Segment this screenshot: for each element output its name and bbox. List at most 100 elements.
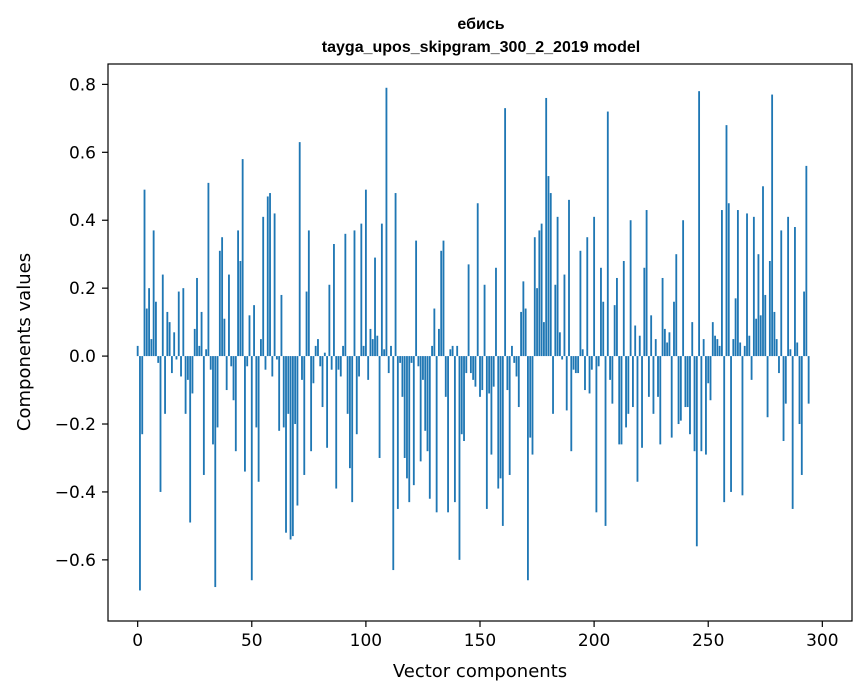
bar	[378, 356, 381, 458]
bar	[474, 356, 477, 387]
bar	[191, 356, 194, 394]
bar	[175, 356, 178, 360]
bar	[396, 356, 399, 509]
bar	[435, 356, 438, 513]
y-tick-label: 0.4	[69, 211, 96, 231]
bar	[266, 196, 269, 357]
bar	[636, 356, 639, 482]
bar	[540, 223, 543, 357]
bar	[463, 356, 465, 441]
bar	[339, 356, 342, 377]
bar	[629, 220, 632, 357]
bar	[746, 213, 748, 357]
bar	[150, 339, 153, 357]
bar	[787, 216, 790, 357]
bar	[426, 356, 429, 452]
bar	[554, 284, 557, 357]
bar	[545, 97, 548, 357]
bar	[684, 356, 687, 408]
bar	[214, 356, 217, 588]
bar	[282, 356, 285, 428]
bar	[275, 356, 278, 360]
bar	[492, 356, 495, 387]
bar	[314, 345, 317, 357]
bar	[490, 356, 493, 455]
bar	[597, 356, 600, 367]
bar	[732, 339, 735, 357]
bar	[360, 223, 363, 357]
bar	[307, 230, 310, 357]
bar	[705, 356, 707, 455]
bar	[679, 356, 682, 421]
bar	[709, 356, 712, 401]
bar	[383, 349, 386, 357]
bar	[364, 189, 367, 357]
bar	[456, 345, 459, 357]
bar	[778, 356, 780, 374]
y-tick-label: 0.6	[69, 143, 96, 163]
bar	[650, 315, 653, 357]
bar	[465, 356, 468, 374]
bar	[323, 352, 326, 357]
bar	[369, 328, 372, 357]
bar	[139, 356, 141, 591]
bar	[406, 356, 408, 479]
bar	[641, 356, 643, 448]
bar	[634, 325, 637, 357]
bar	[632, 356, 634, 408]
bar	[604, 356, 607, 526]
bar	[305, 291, 308, 357]
bar	[216, 356, 219, 428]
bar	[351, 356, 354, 503]
bar	[458, 356, 461, 560]
bar	[750, 356, 753, 380]
bar	[438, 328, 440, 357]
bar	[248, 315, 251, 357]
bar	[333, 244, 335, 357]
bar	[686, 356, 689, 408]
bar	[374, 257, 376, 357]
bar	[768, 260, 771, 357]
bar	[273, 213, 276, 357]
bar	[638, 335, 641, 357]
x-tick-label: 0	[132, 631, 143, 651]
bar	[590, 356, 593, 370]
bar	[342, 345, 344, 357]
bar	[260, 339, 262, 357]
chart-title: ебись	[457, 16, 504, 33]
bar	[741, 356, 744, 496]
bar	[410, 356, 413, 363]
bar	[524, 308, 527, 357]
bar	[212, 356, 214, 445]
bar	[675, 254, 678, 357]
bar	[721, 210, 723, 357]
bar	[469, 356, 472, 374]
y-tick-label: −0.4	[55, 483, 96, 503]
bar	[762, 186, 764, 357]
bar	[200, 311, 203, 357]
bar	[321, 356, 324, 408]
bar	[244, 356, 246, 472]
bar	[164, 356, 166, 414]
bar	[296, 356, 299, 506]
bar	[698, 91, 701, 357]
y-axis-label: Components values	[14, 253, 35, 431]
bar	[291, 356, 294, 537]
bar	[289, 356, 292, 540]
bar	[415, 240, 418, 357]
bar	[262, 216, 265, 357]
bar	[196, 277, 198, 357]
bar	[239, 260, 242, 357]
bar	[380, 223, 383, 357]
bar	[643, 267, 646, 357]
bar	[789, 349, 792, 357]
bar	[228, 274, 230, 357]
bar	[595, 356, 598, 513]
bar	[508, 356, 511, 475]
bar	[622, 260, 625, 357]
bar	[645, 210, 648, 357]
bar	[358, 356, 360, 377]
bar	[417, 356, 420, 367]
bar	[209, 356, 212, 370]
bar	[237, 230, 239, 357]
